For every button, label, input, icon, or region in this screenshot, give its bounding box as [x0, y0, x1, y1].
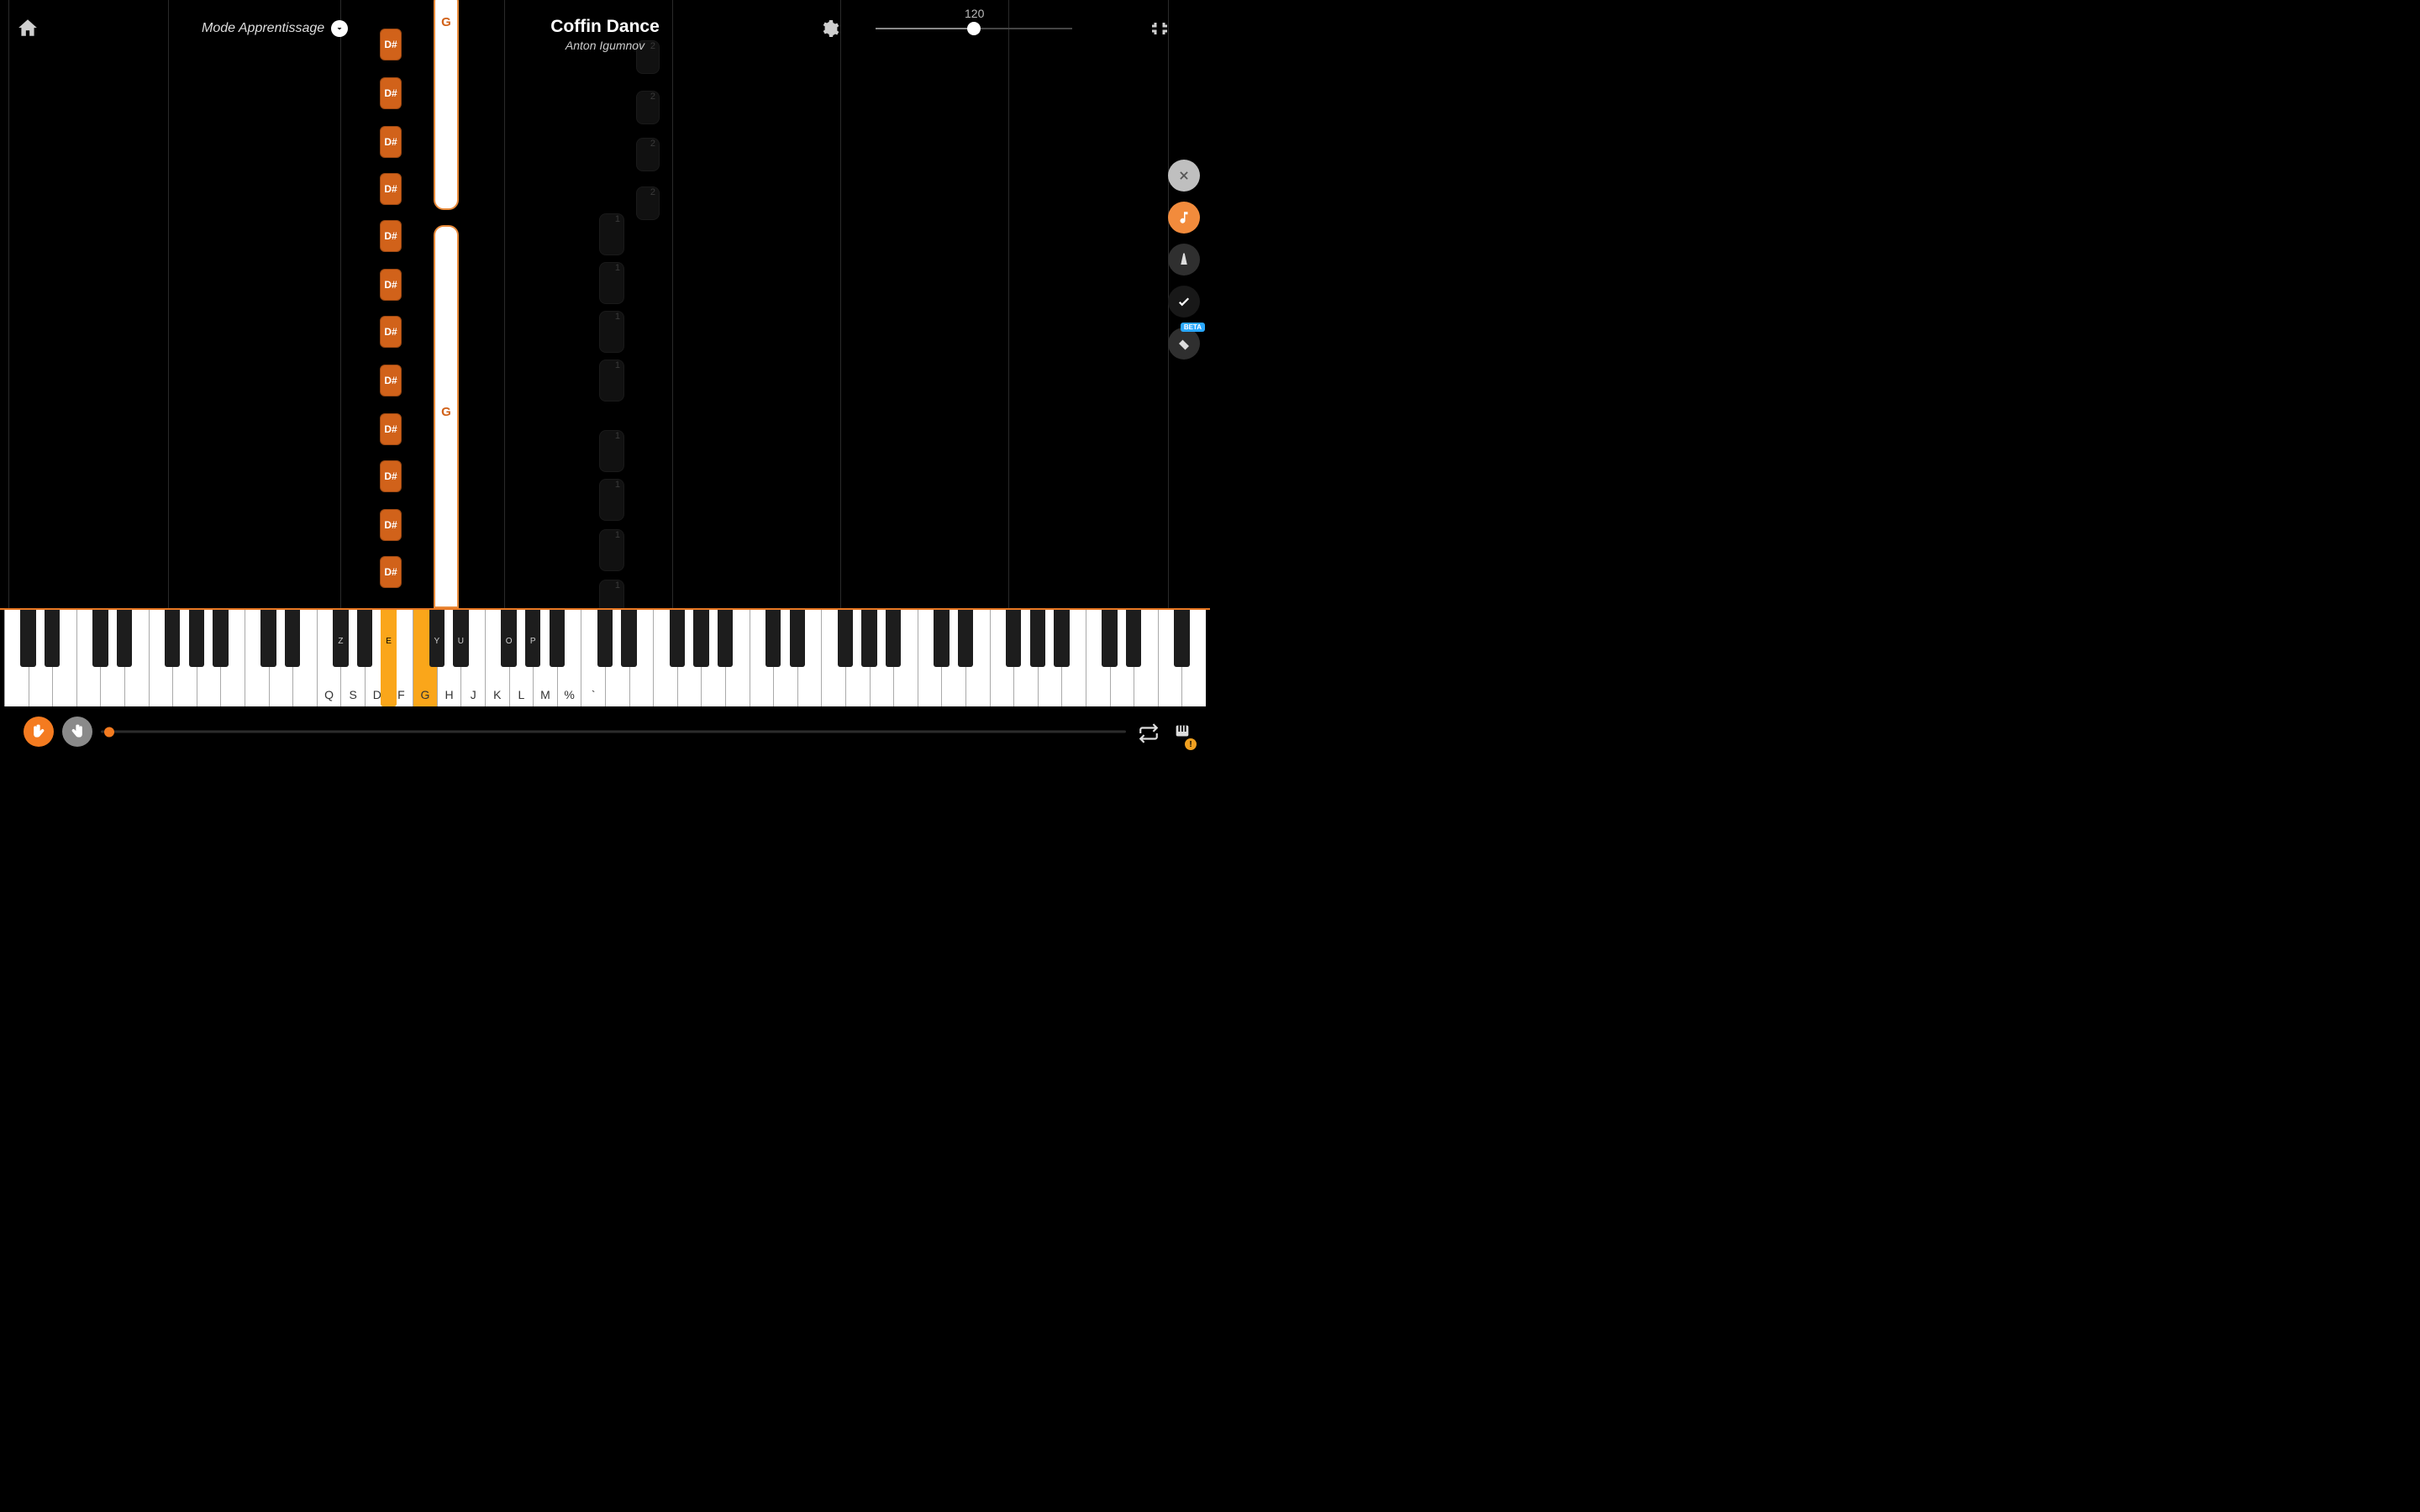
falling-note-dsharp: D# — [380, 556, 402, 588]
chevron-down-icon[interactable] — [331, 20, 348, 37]
falling-note-dsharp: D# — [380, 269, 402, 301]
grid-line — [1008, 0, 1009, 609]
grid-line — [840, 0, 841, 609]
note-labels-button[interactable] — [1168, 202, 1200, 234]
black-key[interactable]: E — [381, 610, 397, 706]
ghost-note: 2 — [636, 138, 660, 171]
tempo-slider[interactable] — [876, 24, 1072, 34]
falling-note-dsharp: D# — [380, 413, 402, 445]
black-key[interactable]: U — [453, 610, 469, 667]
black-key[interactable]: O — [501, 610, 517, 667]
black-key[interactable] — [260, 610, 276, 667]
black-key[interactable] — [1006, 610, 1022, 667]
ghost-note: 1 — [599, 311, 624, 353]
note-lane-area: G G D#D#D#D#D#D#D#D#D#D#D#D#222211111111 — [0, 0, 1210, 609]
black-key[interactable] — [165, 610, 181, 667]
black-key[interactable]: Z — [333, 610, 349, 667]
ghost-note: 2 — [636, 91, 660, 124]
note-label-g: G — [441, 15, 451, 29]
black-key[interactable] — [20, 610, 36, 667]
falling-note-dsharp: D# — [380, 173, 402, 205]
black-key[interactable] — [1054, 610, 1070, 667]
grid-line — [672, 0, 673, 609]
ghost-note: 1 — [599, 529, 624, 571]
exit-fullscreen-button[interactable] — [1150, 18, 1170, 39]
falling-note-dsharp: D# — [380, 316, 402, 348]
falling-note-dsharp: D# — [380, 126, 402, 158]
home-button[interactable] — [17, 17, 39, 39]
black-key[interactable] — [92, 610, 108, 667]
song-title-block: Coffin Dance Anton Igumnov — [550, 17, 660, 52]
left-hand-button[interactable] — [24, 717, 54, 747]
tempo-thumb[interactable] — [967, 22, 981, 35]
grid-line — [504, 0, 505, 609]
clap-mode-button[interactable]: BETA — [1168, 328, 1200, 360]
falling-note-dsharp: D# — [380, 509, 402, 541]
note-label-g: G — [441, 405, 451, 419]
falling-note-dsharp: D# — [380, 220, 402, 252]
black-key[interactable] — [838, 610, 854, 667]
falling-note-dsharp: D# — [380, 77, 402, 109]
grid-line — [8, 0, 9, 609]
black-key[interactable] — [1030, 610, 1046, 667]
black-key[interactable] — [1174, 610, 1190, 667]
ghost-note: 1 — [599, 360, 624, 402]
progress-thumb[interactable] — [104, 727, 114, 737]
black-key[interactable] — [621, 610, 637, 667]
tempo-value: 120 — [965, 7, 984, 20]
settings-button[interactable] — [819, 18, 839, 39]
playback-bar: ! — [0, 707, 1210, 756]
falling-note-dsharp: D# — [380, 29, 402, 60]
black-key[interactable] — [597, 610, 613, 667]
piano-keyboard[interactable]: QSDFGHJKLM%`ZEYUOP — [4, 610, 1206, 706]
mode-selector[interactable]: Mode Apprentissage — [202, 20, 348, 37]
black-key[interactable] — [765, 610, 781, 667]
midi-device-button[interactable]: ! — [1173, 722, 1192, 745]
black-key[interactable] — [550, 610, 566, 667]
black-key[interactable] — [117, 610, 133, 667]
black-key[interactable] — [958, 610, 974, 667]
black-key[interactable] — [285, 610, 301, 667]
ghost-note: 2 — [636, 186, 660, 220]
progress-track[interactable] — [101, 731, 1126, 733]
black-key[interactable] — [213, 610, 229, 667]
wait-mode-button[interactable] — [1168, 286, 1200, 318]
falling-note-g-lower: G — [434, 225, 459, 608]
grid-line — [340, 0, 341, 609]
falling-note-g-upper: G — [434, 0, 459, 210]
falling-note-dsharp: D# — [380, 365, 402, 396]
black-key[interactable] — [886, 610, 902, 667]
black-key[interactable] — [1126, 610, 1142, 667]
black-key[interactable] — [718, 610, 734, 667]
black-key[interactable] — [861, 610, 877, 667]
metronome-button[interactable] — [1168, 244, 1200, 276]
song-title: Coffin Dance — [550, 17, 660, 37]
ghost-note: 1 — [599, 262, 624, 304]
ghost-note: 1 — [599, 479, 624, 521]
black-key[interactable] — [934, 610, 950, 667]
warning-badge-icon: ! — [1185, 738, 1197, 750]
side-toolbar: BETA — [1168, 160, 1200, 360]
black-key[interactable]: P — [525, 610, 541, 667]
black-key[interactable]: Y — [429, 610, 445, 667]
falling-note-dsharp: D# — [380, 460, 402, 492]
black-key[interactable] — [693, 610, 709, 667]
mode-label: Mode Apprentissage — [202, 21, 324, 36]
black-key[interactable] — [357, 610, 373, 667]
black-key[interactable] — [45, 610, 60, 667]
black-key[interactable] — [189, 610, 205, 667]
close-tools-button[interactable] — [1168, 160, 1200, 192]
right-hand-button[interactable] — [62, 717, 92, 747]
beta-badge: BETA — [1181, 323, 1205, 332]
black-key[interactable] — [1102, 610, 1118, 667]
song-artist: Anton Igumnov — [550, 39, 660, 52]
black-key[interactable] — [790, 610, 806, 667]
grid-line — [168, 0, 169, 609]
ghost-note: 1 — [599, 213, 624, 255]
loop-button[interactable] — [1138, 722, 1160, 748]
black-key[interactable] — [670, 610, 686, 667]
ghost-note: 1 — [599, 430, 624, 472]
